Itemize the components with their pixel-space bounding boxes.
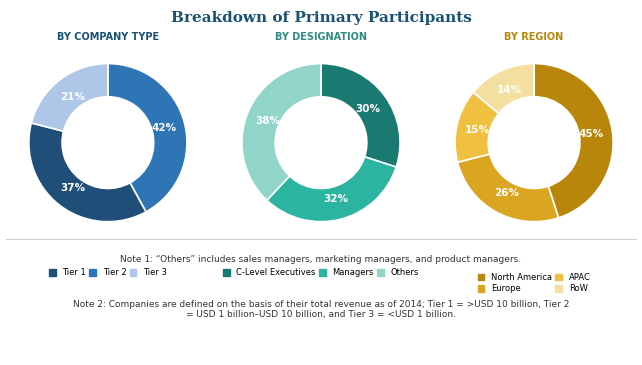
Text: 30%: 30% [355, 104, 380, 114]
Text: Breakdown of Primary Participants: Breakdown of Primary Participants [171, 11, 471, 25]
Title: BY DESIGNATION: BY DESIGNATION [275, 32, 367, 42]
Text: Note 2: Companies are defined on the basis of their total revenue as of 2014; Ti: Note 2: Companies are defined on the bas… [73, 300, 569, 319]
Text: 21%: 21% [60, 92, 85, 102]
Wedge shape [321, 64, 400, 167]
Text: 15%: 15% [465, 125, 490, 135]
Wedge shape [534, 64, 613, 218]
Legend: Tier 1, Tier 2, Tier 3: Tier 1, Tier 2, Tier 3 [46, 265, 170, 281]
Text: 26%: 26% [494, 188, 519, 198]
Text: 14%: 14% [497, 85, 522, 95]
Text: 37%: 37% [60, 183, 85, 193]
Wedge shape [29, 123, 146, 222]
Text: 32%: 32% [323, 193, 348, 204]
Wedge shape [31, 64, 108, 131]
Wedge shape [242, 64, 321, 200]
Title: BY REGION: BY REGION [505, 32, 564, 42]
Text: 38%: 38% [255, 116, 280, 126]
Wedge shape [458, 154, 559, 222]
Wedge shape [455, 92, 499, 162]
Legend: North America, Europe, APAC, RoW: North America, Europe, APAC, RoW [474, 269, 594, 297]
Text: Note 1: “Others” includes sales managers, marketing managers, and product manage: Note 1: “Others” includes sales managers… [121, 255, 521, 264]
Text: 42%: 42% [152, 123, 177, 133]
Legend: C-Level Executives, Managers, Others: C-Level Executives, Managers, Others [220, 265, 422, 281]
Wedge shape [108, 64, 187, 212]
Title: BY COMPANY TYPE: BY COMPANY TYPE [57, 32, 159, 42]
Wedge shape [267, 157, 396, 222]
Text: 45%: 45% [578, 128, 603, 139]
Wedge shape [473, 64, 534, 114]
